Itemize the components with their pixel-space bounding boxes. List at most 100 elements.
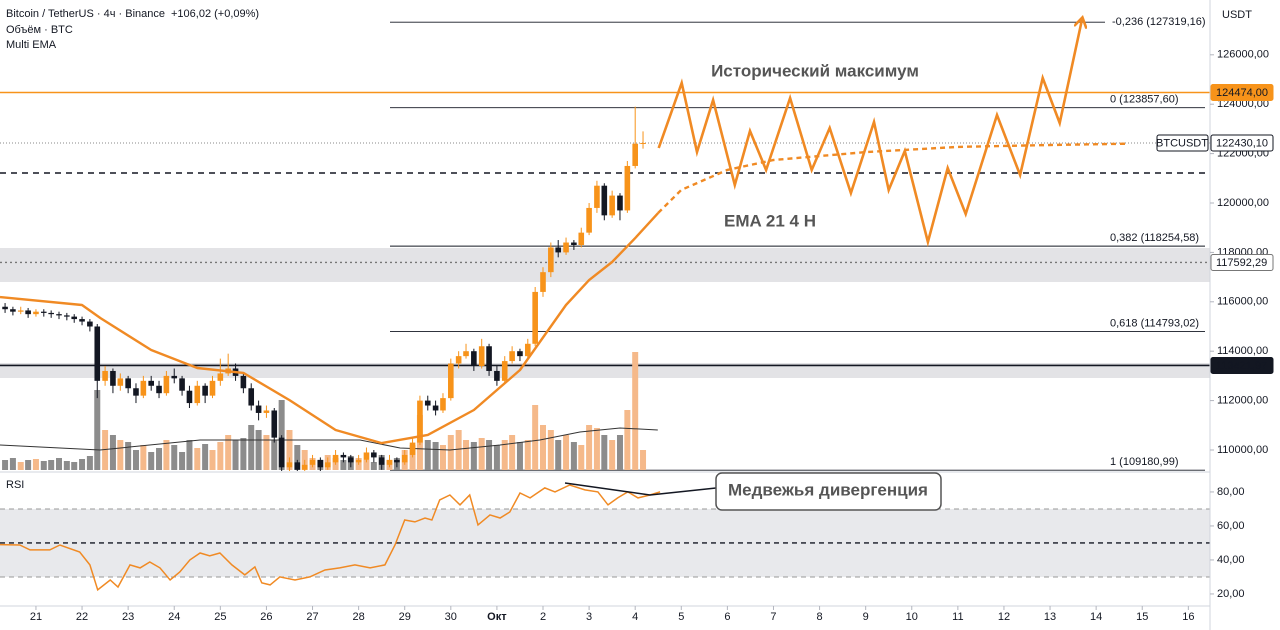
x-tick-label: 30 bbox=[445, 611, 457, 623]
fib-label: 0,618 (114793,02) bbox=[1110, 318, 1199, 330]
annotation: EMA 21 4 H bbox=[724, 211, 816, 230]
candle-body bbox=[501, 361, 508, 381]
volume-bar bbox=[148, 452, 155, 470]
volume-bar bbox=[509, 435, 516, 470]
rsi-y-tick-label: 20,00 bbox=[1217, 588, 1245, 600]
axis-unit: USDT bbox=[1222, 9, 1252, 21]
volume-bar bbox=[563, 435, 570, 470]
candle-body bbox=[586, 207, 592, 233]
candle-body bbox=[624, 165, 631, 211]
candle-body bbox=[371, 452, 377, 458]
volume-bar bbox=[25, 460, 32, 470]
volume-bar bbox=[547, 430, 554, 470]
candle-body bbox=[194, 385, 201, 404]
volume-bar bbox=[32, 459, 39, 470]
volume-bar bbox=[340, 460, 347, 470]
volume-bar bbox=[432, 442, 439, 470]
volume-bar bbox=[501, 440, 508, 470]
volume-bar bbox=[601, 435, 608, 470]
volume-bar bbox=[640, 450, 647, 470]
x-tick-label: 13 bbox=[1044, 611, 1056, 623]
volume-bar bbox=[79, 459, 86, 470]
candle-body bbox=[87, 321, 93, 327]
x-tick-label: 28 bbox=[352, 611, 364, 623]
last-price-tag bbox=[1210, 134, 1274, 152]
last-price-name-tag bbox=[1156, 134, 1209, 152]
candle-body bbox=[263, 410, 270, 413]
volume-bar bbox=[286, 430, 293, 470]
candle-body bbox=[594, 185, 600, 208]
candle-body bbox=[640, 142, 646, 144]
volume-bar bbox=[455, 430, 462, 470]
candle-body bbox=[401, 454, 408, 463]
x-tick-label: 7 bbox=[770, 611, 776, 623]
x-tick-label: 27 bbox=[306, 611, 318, 623]
indicator-label: Объём · BTC bbox=[6, 24, 73, 36]
candle-body bbox=[156, 385, 162, 394]
candle-body bbox=[378, 457, 385, 465]
candle-body bbox=[478, 346, 485, 367]
volume-bar bbox=[424, 440, 431, 470]
y-tick-label: 112000,00 bbox=[1217, 395, 1268, 407]
candle-body bbox=[171, 375, 178, 379]
volume-bar bbox=[370, 462, 377, 470]
volume-bar bbox=[278, 400, 285, 470]
volume-bar bbox=[179, 452, 186, 470]
volume-bar bbox=[586, 425, 593, 470]
volume-bar bbox=[225, 435, 232, 470]
candle-body bbox=[186, 390, 193, 404]
rsi-y-tick-label: 40,00 bbox=[1217, 554, 1245, 566]
volume-bar bbox=[156, 448, 163, 470]
x-tick-label: 21 bbox=[30, 611, 42, 623]
price-pane: -0,236 (127319,16) 0 (123857,60) 0,382 (11… bbox=[0, 16, 1210, 471]
divergence-pointer bbox=[649, 487, 717, 496]
candle-body bbox=[25, 310, 31, 315]
x-tick-label: 2 bbox=[540, 611, 546, 623]
candle-body bbox=[148, 380, 154, 386]
volume-bar bbox=[632, 352, 639, 470]
candle-body bbox=[324, 462, 331, 468]
candle-body bbox=[140, 380, 147, 396]
rsi-y-tick-label: 80,00 bbox=[1217, 486, 1245, 498]
price-level-tag bbox=[1210, 253, 1274, 271]
candle-body bbox=[125, 378, 131, 389]
candle-body bbox=[417, 400, 423, 443]
volume-bar bbox=[240, 438, 247, 470]
annotation: Исторический максимум bbox=[711, 61, 919, 80]
volume-bar bbox=[447, 435, 454, 470]
candle-body bbox=[133, 388, 139, 396]
candle-body bbox=[248, 388, 255, 406]
volume-bar bbox=[593, 428, 600, 470]
candle-body bbox=[509, 351, 515, 362]
candle-body bbox=[463, 351, 469, 357]
candle-body bbox=[632, 143, 638, 166]
volume-bar bbox=[294, 445, 301, 470]
candle-body bbox=[540, 272, 546, 292]
volume-bar bbox=[470, 442, 477, 470]
last-price-label: 122430,10 bbox=[1216, 137, 1268, 149]
candle-body bbox=[56, 314, 62, 316]
rsi-title: RSI bbox=[6, 479, 24, 491]
price-level-tag bbox=[1210, 356, 1274, 374]
volume-bar bbox=[56, 458, 63, 470]
candle-body bbox=[563, 242, 569, 253]
price-zone bbox=[0, 248, 1210, 282]
candle-body bbox=[110, 370, 116, 386]
y-tick-label: 126000,00 bbox=[1217, 49, 1269, 61]
x-tick-label: 10 bbox=[906, 611, 918, 623]
volume-bar bbox=[132, 450, 139, 470]
candle-body bbox=[309, 459, 316, 465]
candle-body bbox=[578, 232, 585, 245]
candle-body bbox=[278, 437, 285, 468]
candle-body bbox=[48, 312, 54, 315]
x-tick-label: 16 bbox=[1182, 611, 1194, 623]
volume-bar bbox=[616, 435, 623, 470]
candle-body bbox=[440, 398, 446, 411]
candle-body bbox=[532, 291, 538, 344]
y-tick-label: 124000,00 bbox=[1217, 98, 1269, 110]
x-tick-label: 6 bbox=[724, 611, 730, 623]
candle-body bbox=[2, 306, 8, 310]
ema-line bbox=[0, 212, 660, 445]
x-tick-label: 5 bbox=[678, 611, 684, 623]
